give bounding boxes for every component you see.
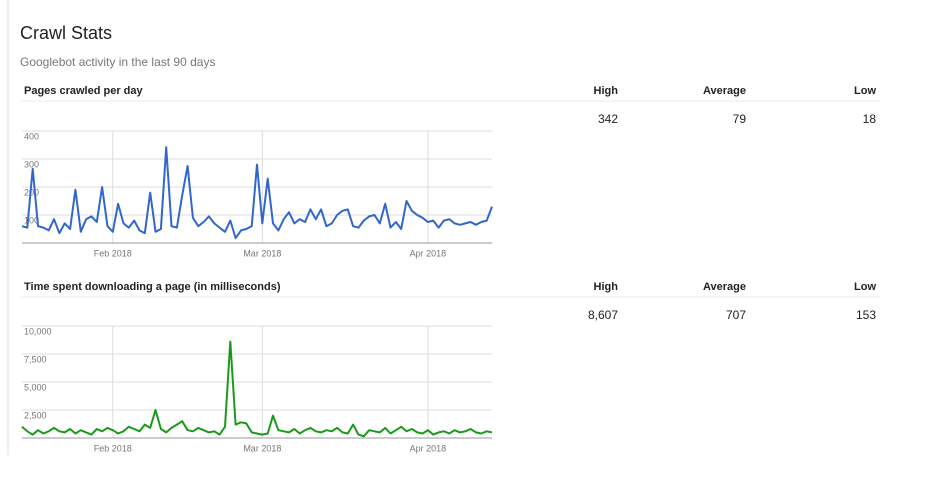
chart-title: Pages crawled per day bbox=[24, 85, 143, 97]
data-line bbox=[21, 146, 493, 239]
y-tick-label: 7,500 bbox=[24, 354, 47, 364]
page-subtitle: Googlebot activity in the last 90 days bbox=[20, 55, 215, 69]
y-tick-label: 100 bbox=[24, 215, 39, 225]
stat-value: 707 bbox=[726, 308, 746, 322]
x-tick-label: Mar 2018 bbox=[243, 443, 281, 453]
stat-value: 153 bbox=[856, 308, 876, 322]
stat-label: Average bbox=[703, 85, 746, 97]
y-tick-label: 300 bbox=[24, 159, 39, 169]
y-tick-label: 2,500 bbox=[24, 410, 47, 420]
x-tick-label: Apr 2018 bbox=[410, 443, 447, 453]
chart-title: Time spent downloading a page (in millis… bbox=[24, 281, 281, 293]
x-tick-label: Feb 2018 bbox=[94, 248, 132, 258]
y-tick-label: 10,000 bbox=[24, 326, 52, 336]
stat-label: Low bbox=[854, 281, 876, 293]
y-tick-label: 400 bbox=[24, 131, 39, 141]
data-line bbox=[21, 340, 493, 438]
stat-value: 18 bbox=[863, 112, 877, 126]
x-tick-label: Mar 2018 bbox=[243, 248, 281, 258]
stat-value: 342 bbox=[598, 112, 618, 126]
stat-label: High bbox=[594, 281, 619, 293]
stat-label: High bbox=[594, 85, 619, 97]
x-tick-label: Feb 2018 bbox=[94, 443, 132, 453]
stat-label: Low bbox=[854, 85, 876, 97]
y-tick-label: 5,000 bbox=[24, 382, 47, 392]
page-title: Crawl Stats bbox=[20, 23, 112, 43]
stat-label: Average bbox=[703, 281, 746, 293]
x-tick-label: Apr 2018 bbox=[410, 248, 447, 258]
stat-value: 8,607 bbox=[588, 308, 618, 322]
stat-value: 79 bbox=[733, 112, 747, 126]
